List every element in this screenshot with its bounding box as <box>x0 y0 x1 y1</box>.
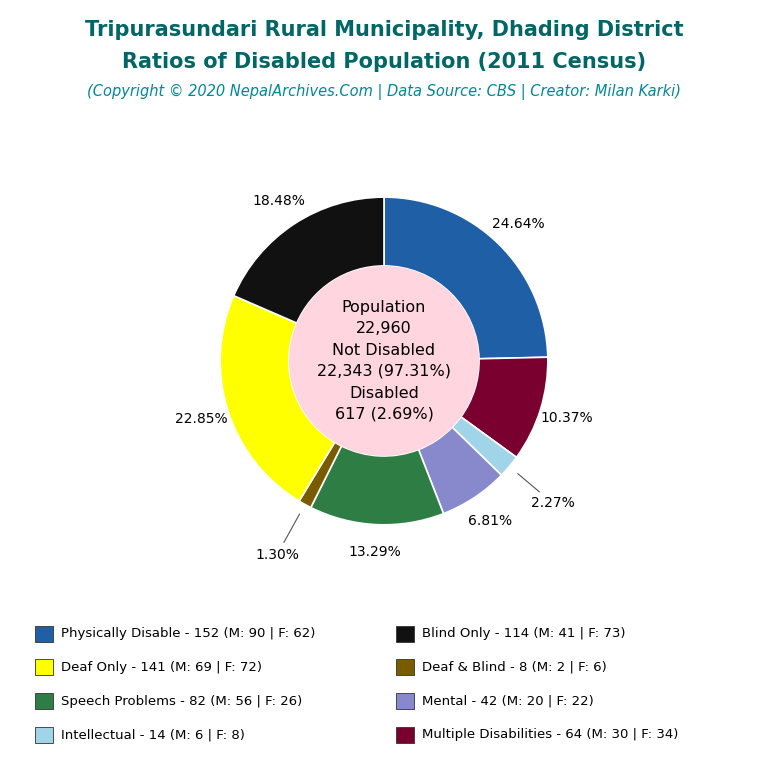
Text: Deaf & Blind - 8 (M: 2 | F: 6): Deaf & Blind - 8 (M: 2 | F: 6) <box>422 661 607 674</box>
Text: Disabled
617 (2.69%): Disabled 617 (2.69%) <box>335 386 433 422</box>
Text: Physically Disable - 152 (M: 90 | F: 62): Physically Disable - 152 (M: 90 | F: 62) <box>61 627 315 640</box>
Text: Not Disabled
22,343 (97.31%): Not Disabled 22,343 (97.31%) <box>317 343 451 379</box>
Wedge shape <box>452 417 517 475</box>
Wedge shape <box>311 446 443 525</box>
Wedge shape <box>220 296 335 501</box>
Text: Deaf Only - 141 (M: 69 | F: 72): Deaf Only - 141 (M: 69 | F: 72) <box>61 661 262 674</box>
Circle shape <box>289 266 479 456</box>
Wedge shape <box>419 427 502 514</box>
Text: Intellectual - 14 (M: 6 | F: 8): Intellectual - 14 (M: 6 | F: 8) <box>61 729 244 741</box>
Wedge shape <box>299 442 342 508</box>
Text: 1.30%: 1.30% <box>255 514 300 561</box>
Text: 18.48%: 18.48% <box>253 194 306 207</box>
Text: 13.29%: 13.29% <box>349 545 402 559</box>
Text: Blind Only - 114 (M: 41 | F: 73): Blind Only - 114 (M: 41 | F: 73) <box>422 627 625 640</box>
Text: Population
22,960: Population 22,960 <box>342 300 426 336</box>
Text: Multiple Disabilities - 64 (M: 30 | F: 34): Multiple Disabilities - 64 (M: 30 | F: 3… <box>422 729 678 741</box>
Text: 6.81%: 6.81% <box>468 514 512 528</box>
Text: Tripurasundari Rural Municipality, Dhading District: Tripurasundari Rural Municipality, Dhadi… <box>84 20 684 40</box>
Text: (Copyright © 2020 NepalArchives.Com | Data Source: CBS | Creator: Milan Karki): (Copyright © 2020 NepalArchives.Com | Da… <box>87 84 681 101</box>
Text: 10.37%: 10.37% <box>541 411 593 425</box>
Text: Mental - 42 (M: 20 | F: 22): Mental - 42 (M: 20 | F: 22) <box>422 695 594 707</box>
Text: Ratios of Disabled Population (2011 Census): Ratios of Disabled Population (2011 Cens… <box>122 52 646 72</box>
Text: 24.64%: 24.64% <box>492 217 545 231</box>
Text: Speech Problems - 82 (M: 56 | F: 26): Speech Problems - 82 (M: 56 | F: 26) <box>61 695 302 707</box>
Wedge shape <box>384 197 548 359</box>
Text: 22.85%: 22.85% <box>175 412 227 426</box>
Wedge shape <box>233 197 384 323</box>
Wedge shape <box>461 357 548 457</box>
Text: 2.27%: 2.27% <box>518 474 575 511</box>
